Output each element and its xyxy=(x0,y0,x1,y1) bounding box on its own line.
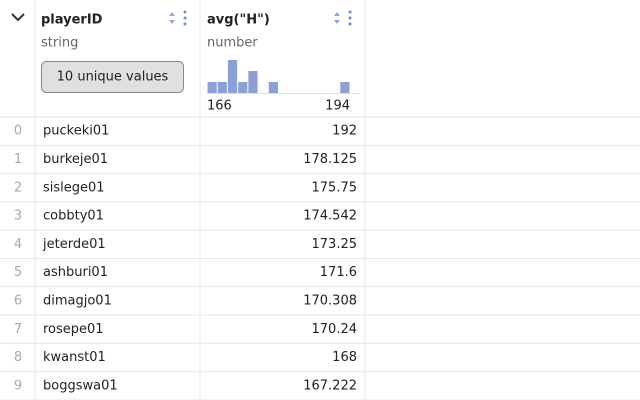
menu-dot[interactable] xyxy=(183,16,187,20)
row-index: 3 xyxy=(14,209,22,224)
button-bg[interactable] xyxy=(41,61,184,93)
row-index: 7 xyxy=(14,322,22,337)
player-id: dimagjo01 xyxy=(43,293,112,308)
avg-h: 175.75 xyxy=(312,180,358,195)
row-index: 6 xyxy=(14,293,22,308)
row-index: 0 xyxy=(14,124,22,139)
sort-icon[interactable] xyxy=(334,10,352,26)
histogram-bar xyxy=(340,82,350,93)
button-label[interactable]: 10 unique values xyxy=(57,70,169,85)
avg-h: 178.125 xyxy=(303,152,357,167)
player-id: jeterde01 xyxy=(42,237,106,252)
column-name[interactable]: avg("H") xyxy=(207,13,270,28)
menu-dot[interactable] xyxy=(183,10,187,14)
player-id: burkeje01 xyxy=(43,152,108,167)
menu-dot[interactable] xyxy=(348,22,352,26)
menu-dot[interactable] xyxy=(348,10,352,14)
histogram-bar xyxy=(227,60,238,93)
player-id: sislege01 xyxy=(43,180,105,195)
histogram-bar xyxy=(217,82,227,93)
row-index: 2 xyxy=(14,180,22,195)
column-type: number xyxy=(207,36,258,51)
histogram-bar xyxy=(238,82,248,93)
avg-h: 173.25 xyxy=(312,237,358,252)
sort-icon[interactable] xyxy=(169,10,187,26)
avg-h: 170.24 xyxy=(312,322,358,337)
histogram-bar xyxy=(207,82,217,93)
avg-h: 168 xyxy=(332,350,357,365)
avg-h: 170.308 xyxy=(303,293,357,308)
player-id: ashburi01 xyxy=(43,265,108,280)
collapse-chevron[interactable] xyxy=(11,13,25,22)
row-index: 4 xyxy=(14,237,22,252)
row-index: 9 xyxy=(14,378,22,393)
column-name[interactable]: playerID xyxy=(41,13,103,28)
avg-h: 167.222 xyxy=(303,378,357,393)
player-id: puckeki01 xyxy=(43,124,109,139)
avg-h: 174.542 xyxy=(303,209,357,224)
histogram-min-label: 166 xyxy=(207,99,232,114)
histogram-bar xyxy=(268,82,278,93)
player-id: rosepe01 xyxy=(43,322,104,337)
row-index: 5 xyxy=(14,265,22,280)
menu-dot[interactable] xyxy=(183,22,187,26)
sort-arrows[interactable] xyxy=(334,12,340,24)
avg-h: 192 xyxy=(332,124,357,139)
menu-dot[interactable] xyxy=(348,16,352,20)
column-type: string xyxy=(41,36,78,51)
row-index: 1 xyxy=(14,152,22,167)
avg-h: 171.6 xyxy=(320,265,357,280)
sort-arrows[interactable] xyxy=(169,12,175,24)
player-id: cobbty01 xyxy=(43,209,104,224)
player-id: boggswa01 xyxy=(43,378,118,393)
player-id: kwanst01 xyxy=(43,350,106,365)
histogram-max-label: 194 xyxy=(325,99,350,114)
unique-values-button[interactable]: 10 unique values xyxy=(41,61,184,93)
row-index: 8 xyxy=(14,350,22,365)
histogram-bar xyxy=(248,71,258,93)
